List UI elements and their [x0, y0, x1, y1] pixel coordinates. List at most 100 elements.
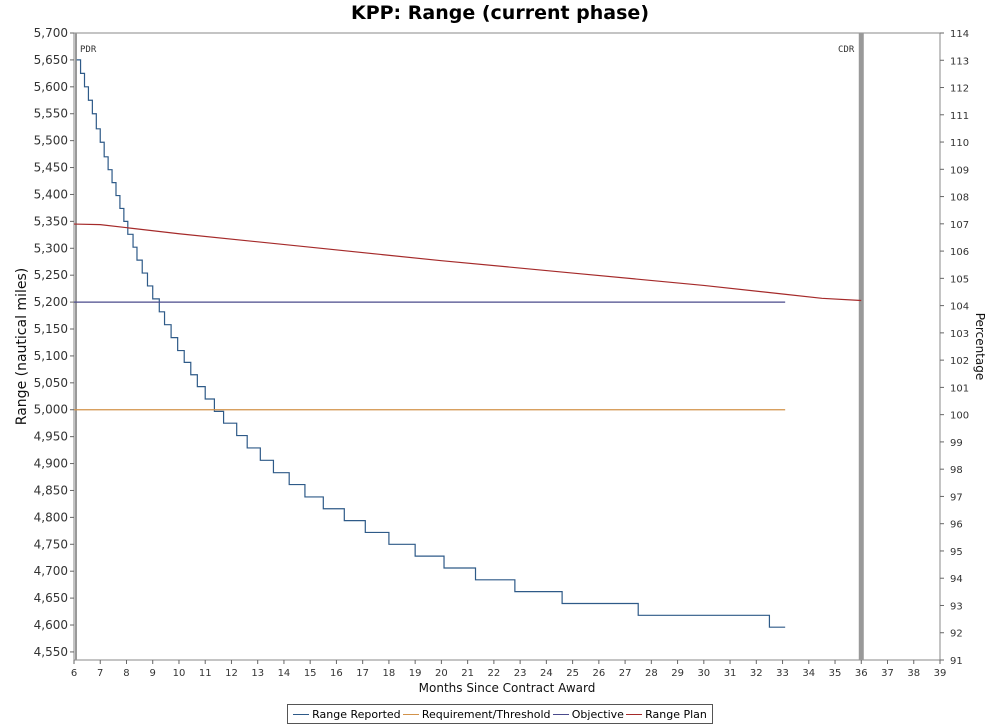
x-tick-label: 19: [409, 668, 422, 679]
x-axis-label: Months Since Contract Award: [419, 681, 596, 695]
y2-tick-label: 108: [950, 193, 969, 204]
x-tick-label: 34: [802, 668, 815, 679]
y2-tick-label: 101: [950, 383, 969, 394]
x-tick-label: 32: [750, 668, 763, 679]
legend-item-range-plan: Range Plan: [626, 708, 707, 721]
y-tick-label: 5,450: [34, 161, 68, 175]
y2-tick-label: 95: [950, 547, 963, 558]
x-tick-label: 31: [724, 668, 737, 679]
x-tick-label: 10: [173, 668, 186, 679]
y2-tick-label: 92: [950, 629, 963, 640]
y-axis-label: Range (nautical miles): [14, 268, 30, 425]
y-tick-label: 5,600: [34, 80, 68, 94]
legend-label-range-reported: Range Reported: [312, 707, 401, 721]
series-line-range-reported: [76, 59, 786, 628]
y-tick-label: 5,050: [34, 376, 68, 390]
x-tick-label: 26: [592, 668, 605, 679]
y-tick-label: 4,900: [34, 457, 68, 471]
legend-swatch-range-plan: [626, 713, 643, 715]
y2-tick-label: 113: [950, 56, 969, 67]
y-tick-label: 5,500: [34, 134, 68, 148]
y-tick-label: 5,700: [34, 26, 68, 40]
y-tick-label: 5,400: [34, 187, 68, 201]
y2-tick-label: 114: [950, 29, 969, 40]
y2-tick-label: 94: [950, 574, 963, 585]
y-tick-label: 4,850: [34, 483, 68, 497]
y-tick-label: 5,100: [34, 349, 68, 363]
y-tick-label: 5,550: [34, 107, 68, 121]
x-tick-label: 18: [383, 668, 396, 679]
chart-legend: Range Reported Requirement/Threshold Obj…: [287, 704, 713, 724]
y-tick-label: 4,800: [34, 510, 68, 524]
x-tick-label: 22: [488, 668, 501, 679]
legend-swatch-requirement-threshold: [402, 713, 419, 715]
y2-tick-label: 104: [950, 302, 969, 313]
x-tick-label: 30: [697, 668, 710, 679]
legend-swatch-objective: [552, 713, 569, 715]
x-tick-label: 39: [934, 668, 947, 679]
y2-tick-label: 109: [950, 165, 969, 176]
x-tick-label: 16: [330, 668, 343, 679]
y2-tick-label: 105: [950, 274, 969, 285]
x-tick-label: 12: [225, 668, 238, 679]
x-tick-label: 23: [514, 668, 527, 679]
legend-swatch-range-reported: [293, 713, 310, 715]
x-tick-label: 33: [776, 668, 789, 679]
y-tick-label: 4,550: [34, 645, 68, 659]
y2-tick-label: 112: [950, 84, 969, 95]
y2-tick-label: 96: [950, 520, 963, 531]
x-tick-label: 27: [619, 668, 632, 679]
y-tick-label: 5,350: [34, 214, 68, 228]
legend-item-range-reported: Range Reported: [293, 708, 401, 721]
y-tick-label: 5,150: [34, 322, 68, 336]
x-tick-label: 14: [278, 668, 291, 679]
y2-tick-label: 99: [950, 438, 963, 449]
x-tick-label: 8: [123, 668, 129, 679]
y-tick-label: 4,700: [34, 564, 68, 578]
series-line-range-plan: [73, 223, 862, 302]
y-tick-label: 5,250: [34, 268, 68, 282]
legend-label-objective: Objective: [571, 707, 624, 721]
x-tick-label: 25: [566, 668, 579, 679]
y-tick-label: 4,600: [34, 618, 68, 632]
y2-axis-label: Percentage: [973, 313, 987, 381]
y2-tick-label: 100: [950, 411, 969, 422]
y-tick-label: 5,000: [34, 403, 68, 417]
x-tick-label: 11: [199, 668, 212, 679]
y-tick-label: 4,650: [34, 591, 68, 605]
x-tick-label: 9: [150, 668, 156, 679]
y2-tick-label: 98: [950, 465, 963, 476]
y2-tick-label: 106: [950, 247, 969, 258]
x-tick-label: 28: [645, 668, 658, 679]
x-tick-label: 21: [461, 668, 474, 679]
chart-title: KPP: Range (current phase): [350, 2, 650, 24]
plot-area: [73, 32, 941, 661]
y-tick-label: 4,950: [34, 430, 68, 444]
legend-item-requirement-threshold: Requirement/Threshold: [402, 707, 551, 721]
y2-tick-label: 91: [950, 656, 963, 667]
milestone-label: CDR: [838, 45, 855, 55]
y2-tick-label: 97: [950, 492, 963, 503]
y-tick-label: 5,300: [34, 241, 68, 255]
y2-tick-label: 103: [950, 329, 969, 340]
x-tick-label: 24: [540, 668, 553, 679]
y2-tick-label: 111: [950, 111, 969, 122]
y2-tick-label: 93: [950, 601, 963, 612]
y-tick-label: 4,750: [34, 537, 68, 551]
x-tick-label: 17: [356, 668, 369, 679]
x-tick-label: 35: [829, 668, 842, 679]
legend-label-requirement-threshold: Requirement/Threshold: [421, 707, 551, 721]
x-tick-label: 37: [881, 668, 894, 679]
y2-tick-label: 110: [950, 138, 969, 149]
x-tick-label: 36: [855, 668, 868, 679]
legend-label-range-plan: Range Plan: [645, 707, 707, 721]
y-tick-label: 5,200: [34, 295, 68, 309]
x-tick-label: 29: [671, 668, 684, 679]
y-tick-label: 5,650: [34, 53, 68, 67]
x-tick-label: 6: [71, 668, 77, 679]
x-tick-label: 38: [907, 668, 920, 679]
y2-tick-label: 107: [950, 220, 969, 231]
x-tick-label: 7: [97, 668, 103, 679]
legend-item-objective: Objective: [552, 707, 624, 721]
